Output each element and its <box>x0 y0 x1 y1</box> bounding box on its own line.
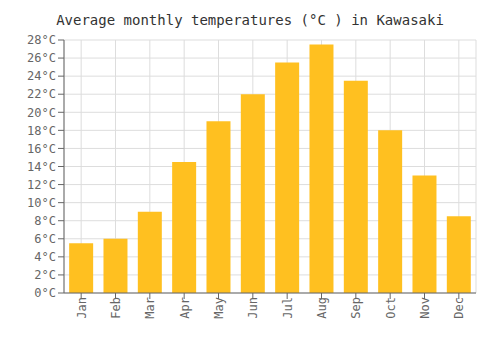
svg-text:Mar: Mar <box>143 297 157 319</box>
svg-text:12°C: 12°C <box>27 178 56 192</box>
svg-text:Apr: Apr <box>178 297 192 319</box>
svg-text:2°C: 2°C <box>34 268 56 282</box>
svg-text:14°C: 14°C <box>27 160 56 174</box>
svg-text:26°C: 26°C <box>27 51 56 65</box>
svg-text:0°C: 0°C <box>34 286 56 300</box>
svg-text:18°C: 18°C <box>27 124 56 138</box>
svg-text:6°C: 6°C <box>34 232 56 246</box>
svg-text:4°C: 4°C <box>34 250 56 264</box>
html-text:Average monthly temperatures (: Average monthly temperatures (°C ) in Ka… <box>56 12 444 28</box>
svg-text:Jan: Jan <box>75 297 89 319</box>
svg-text:Feb: Feb <box>109 297 123 319</box>
svg-text:24°C: 24°C <box>27 69 56 83</box>
svg-text:22°C: 22°C <box>27 87 56 101</box>
svg-text:Sep: Sep <box>349 297 363 319</box>
svg-text:Aug: Aug <box>315 297 329 319</box>
svg-text:Nov: Nov <box>418 297 432 319</box>
svg-text:8°C: 8°C <box>34 214 56 228</box>
svg-text:Oct: Oct <box>384 297 398 319</box>
svg-text:16°C: 16°C <box>27 142 56 156</box>
svg-text:10°C: 10°C <box>27 196 56 210</box>
svg-text:20°C: 20°C <box>27 106 56 120</box>
svg-text:Jul: Jul <box>281 297 295 319</box>
svg-text:Dec: Dec <box>452 297 466 319</box>
svg-text:May: May <box>212 297 226 319</box>
svg-text:Jun: Jun <box>246 297 260 319</box>
svg-text:28°C: 28°C <box>27 33 56 47</box>
